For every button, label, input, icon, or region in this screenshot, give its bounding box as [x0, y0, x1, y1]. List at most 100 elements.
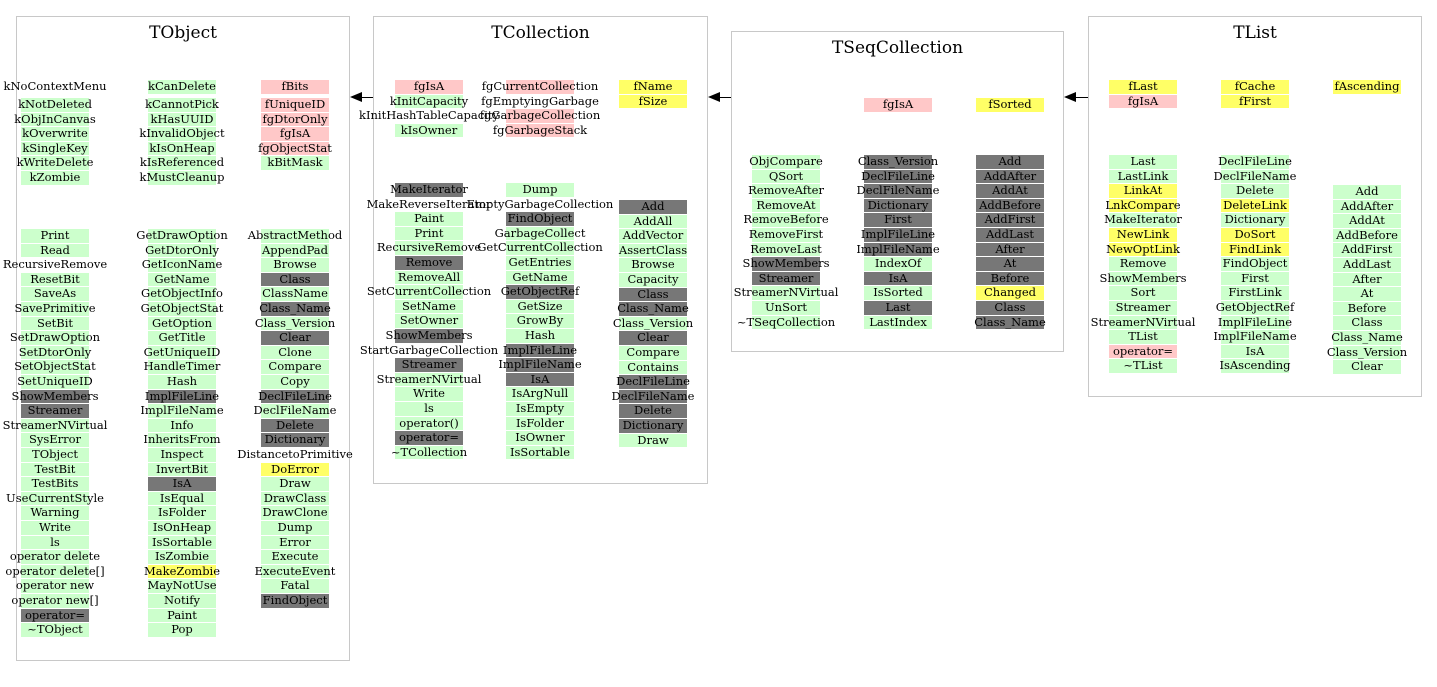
member-item[interactable]: Compare — [261, 360, 329, 374]
member-item[interactable]: GetOption — [148, 316, 216, 331]
member-item[interactable]: TObject — [21, 447, 89, 462]
member-item[interactable]: QSort — [752, 169, 820, 184]
member-item[interactable]: IsSorted — [864, 286, 932, 300]
member-item[interactable]: fgDtorOnly — [261, 112, 329, 127]
member-item[interactable]: fgGarbageStack — [493, 123, 587, 138]
member-item[interactable]: Streamer — [752, 271, 820, 286]
member-item[interactable]: Class — [1333, 316, 1401, 330]
member-item[interactable]: AssertClass — [619, 243, 687, 258]
member-item[interactable]: RemoveAll — [395, 270, 463, 285]
member-item[interactable]: kHasUUID — [148, 112, 216, 127]
member-item[interactable]: MakeIterator — [1104, 213, 1182, 227]
member-item[interactable]: DeclFileLine — [258, 389, 332, 404]
member-item[interactable]: SavePrimitive — [14, 301, 96, 316]
member-item[interactable]: AddBefore — [976, 198, 1044, 213]
member-item[interactable]: FindObject — [261, 593, 329, 608]
member-item[interactable]: GetObjectInfo — [141, 287, 223, 301]
member-item[interactable]: LastLink — [1109, 169, 1177, 184]
member-item[interactable]: SetOwner — [395, 314, 463, 328]
member-item[interactable]: RemoveAt — [752, 198, 820, 213]
member-item[interactable]: AddVector — [619, 229, 687, 243]
member-item[interactable]: Paint — [148, 608, 216, 623]
member-item[interactable]: Paint — [395, 212, 463, 226]
member-item[interactable]: NewLink — [1109, 227, 1177, 242]
member-item[interactable]: Draw — [619, 433, 687, 448]
member-item[interactable]: Last — [864, 300, 932, 315]
member-item[interactable]: DeclFileName — [254, 404, 336, 418]
member-item[interactable]: Class — [619, 287, 687, 302]
member-item[interactable]: GetCurrentCollection — [477, 241, 603, 255]
member-item[interactable]: TestBits — [21, 477, 89, 491]
member-item[interactable]: GetEntries — [506, 255, 574, 270]
member-item[interactable]: StartGarbageCollection — [360, 343, 498, 358]
member-item[interactable]: AddAfter — [976, 169, 1044, 184]
member-item[interactable]: Warning — [21, 506, 89, 520]
member-item[interactable]: RemoveAfter — [748, 184, 824, 198]
member-item[interactable]: Class_Version — [613, 316, 693, 331]
member-item[interactable]: GetObjectRef — [501, 285, 579, 299]
member-item[interactable]: MakeIterator — [390, 182, 468, 197]
member-item[interactable]: Capacity — [619, 272, 687, 287]
member-item[interactable]: DrawClass — [261, 491, 329, 506]
member-item[interactable]: ImplFileLine — [1218, 315, 1292, 330]
member-item[interactable]: EmptyGarbageCollection — [467, 197, 614, 212]
member-item[interactable]: First — [1221, 271, 1289, 286]
member-item[interactable]: Changed — [976, 286, 1044, 300]
member-item[interactable]: Print — [21, 228, 89, 243]
member-item[interactable]: Clear — [261, 331, 329, 345]
member-item[interactable]: ImplFileName — [1213, 330, 1297, 344]
member-item[interactable]: Class_Name — [617, 302, 689, 316]
member-item[interactable]: SetDrawOption — [10, 331, 100, 345]
member-item[interactable]: kCanDelete — [148, 79, 216, 94]
member-item[interactable]: Sort — [1109, 286, 1177, 300]
member-item[interactable]: ImplFileLine — [145, 389, 219, 404]
member-item[interactable]: operator() — [395, 416, 463, 431]
member-item[interactable]: FindObject — [506, 212, 574, 226]
member-item[interactable]: kInvalidObject — [139, 127, 225, 141]
member-item[interactable]: Print — [395, 226, 463, 241]
member-item[interactable]: Clear — [619, 331, 687, 345]
member-item[interactable]: kNotDeleted — [18, 97, 92, 112]
member-item[interactable]: IsEqual — [148, 491, 216, 506]
member-item[interactable]: ImplFileLine — [861, 227, 935, 242]
member-item[interactable]: kZombie — [21, 170, 89, 185]
member-item[interactable]: Class_Name — [974, 315, 1046, 330]
member-item[interactable]: Streamer — [1109, 300, 1177, 315]
member-item[interactable]: Draw — [261, 477, 329, 491]
member-item[interactable]: fgEmptyingGarbage — [481, 94, 599, 109]
member-item[interactable]: Add — [1333, 184, 1401, 199]
member-item[interactable]: Before — [1333, 301, 1401, 316]
member-item[interactable]: kIsReferenced — [140, 156, 224, 170]
member-item[interactable]: IsAscending — [1219, 359, 1291, 373]
member-item[interactable]: operator delete — [10, 550, 100, 564]
member-item[interactable]: IsSortable — [506, 445, 574, 460]
member-item[interactable]: MakeReverseIterator — [367, 197, 492, 212]
member-item[interactable]: DeclFileName — [1214, 169, 1296, 184]
member-item[interactable]: IndexOf — [864, 257, 932, 271]
member-item[interactable]: ShowMembers — [385, 328, 473, 343]
member-item[interactable]: AddAt — [1333, 214, 1401, 228]
member-item[interactable]: GetObjectRef — [1216, 300, 1294, 315]
member-item[interactable]: Delete — [1221, 184, 1289, 198]
member-item[interactable]: DrawClone — [261, 506, 329, 520]
member-item[interactable]: LnkCompare — [1105, 198, 1181, 213]
member-item[interactable]: At — [976, 257, 1044, 271]
member-item[interactable]: Hash — [148, 374, 216, 389]
member-item[interactable]: Before — [976, 271, 1044, 286]
member-item[interactable]: AddAt — [976, 184, 1044, 198]
member-item[interactable]: Error — [261, 535, 329, 550]
member-item[interactable]: MakeZombie — [144, 564, 220, 579]
member-item[interactable]: Delete — [619, 404, 687, 418]
member-item[interactable]: Dump — [261, 520, 329, 535]
member-item[interactable]: GetTitle — [148, 331, 216, 345]
member-item[interactable]: After — [1333, 272, 1401, 287]
member-item[interactable]: ShowMembers — [742, 257, 830, 271]
member-item[interactable]: SaveAs — [21, 287, 89, 301]
member-item[interactable]: SetObjectStat — [14, 360, 96, 374]
member-item[interactable]: Last — [1109, 154, 1177, 169]
member-item[interactable]: At — [1333, 287, 1401, 301]
member-item[interactable]: DeclFileName — [612, 389, 694, 404]
member-item[interactable]: Info — [148, 418, 216, 433]
member-item[interactable]: Remove — [395, 255, 463, 270]
member-item[interactable]: RemoveBefore — [743, 213, 829, 227]
